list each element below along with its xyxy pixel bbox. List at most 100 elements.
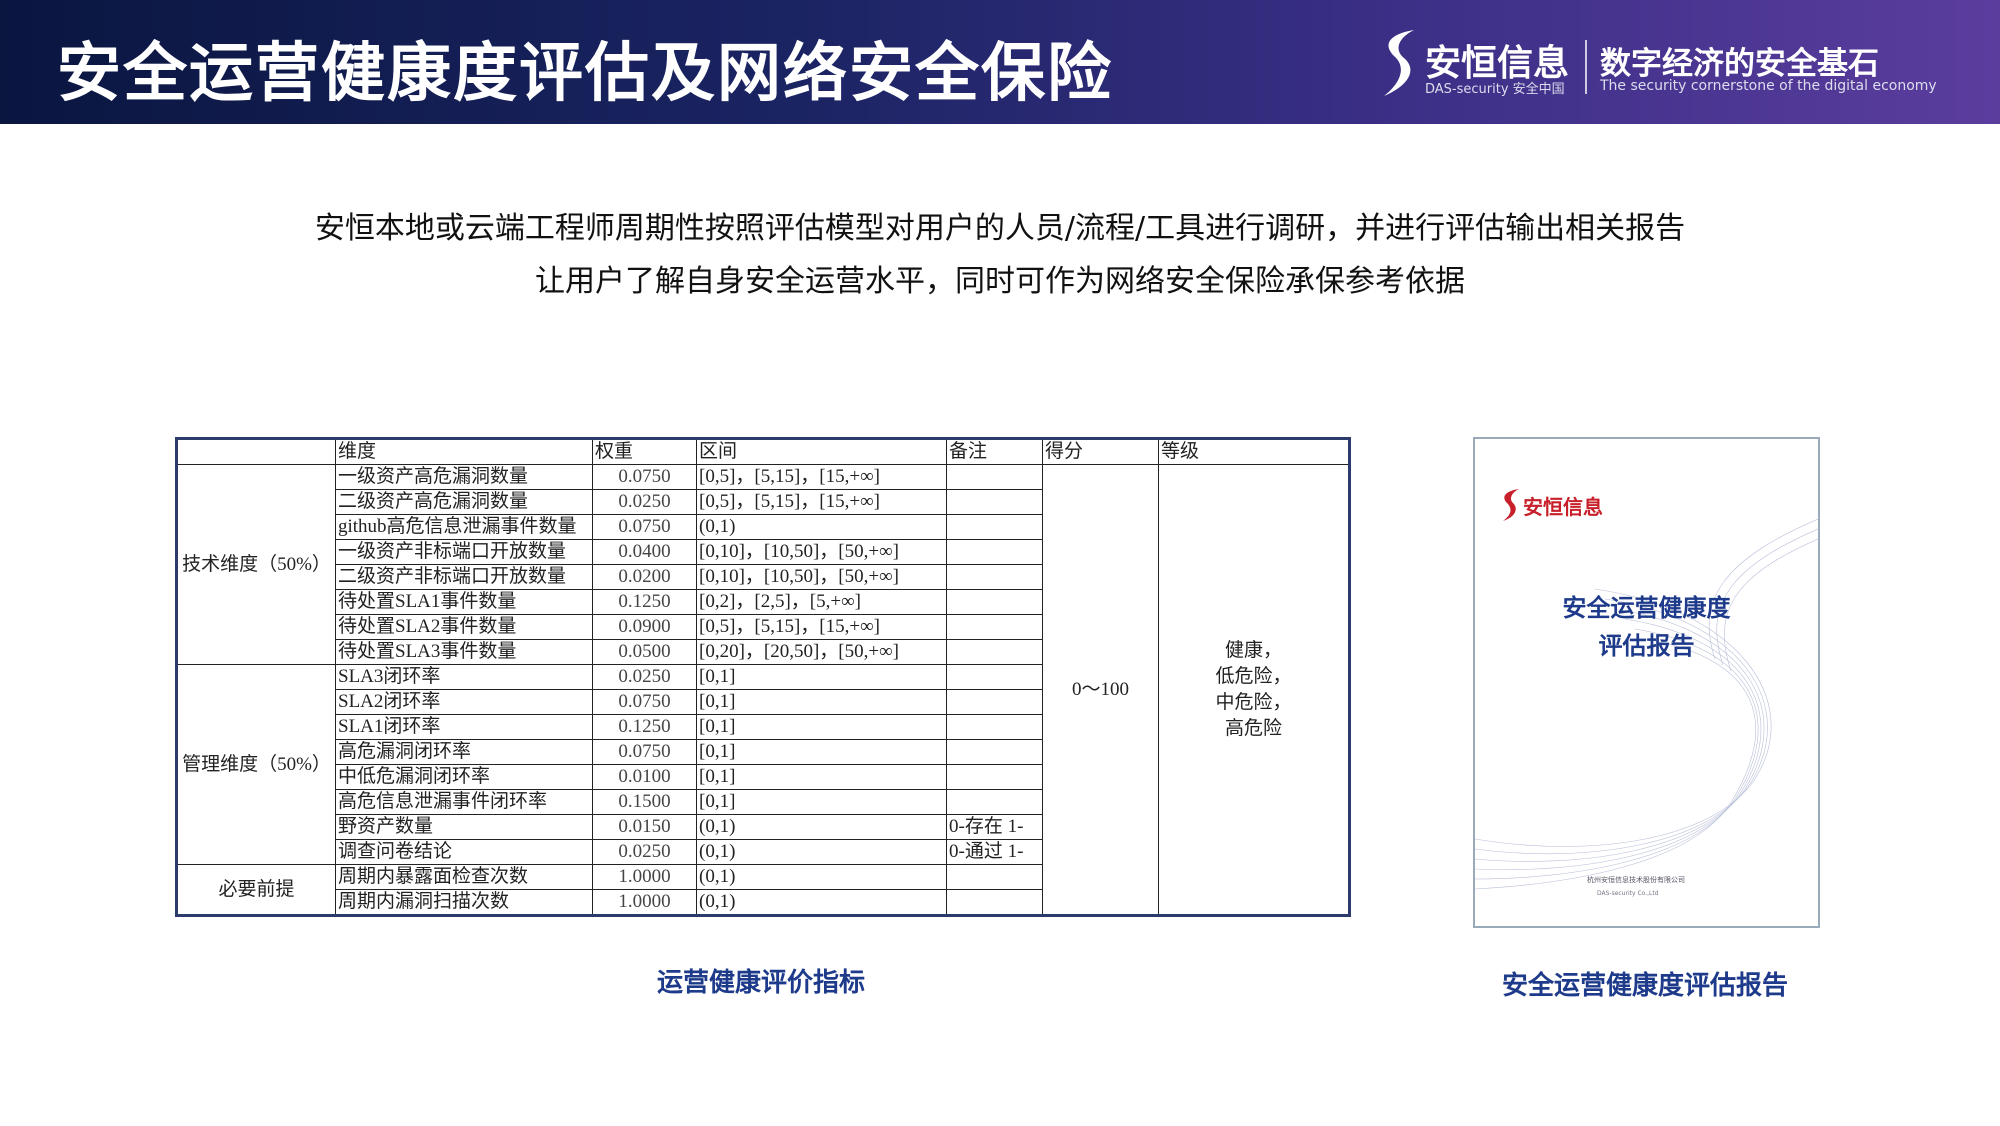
weight-cell: 0.1250 xyxy=(592,714,697,740)
range-cell: [0,1] xyxy=(696,789,947,815)
weight-cell: 0.0150 xyxy=(592,814,697,840)
header: 安全运营健康度评估及网络安全保险 安恒信息 DAS-security 安全中国 … xyxy=(0,0,2000,124)
range-cell: [0,10]，[10,50]，[50,+∞] xyxy=(696,564,947,590)
cover-company: 杭州安恒信息技术股份有限公司 xyxy=(1587,876,1685,884)
group-cell: 管理维度（50%） xyxy=(176,664,336,865)
header-cell xyxy=(176,438,336,465)
divider xyxy=(1585,40,1587,94)
range-cell: (0,1) xyxy=(696,839,947,865)
metric-cell: 周期内漏洞扫描次数 xyxy=(335,889,593,916)
header-cell: 等级 xyxy=(1158,438,1350,465)
note-cell xyxy=(946,889,1043,916)
slogan: 数字经济的安全基石 xyxy=(1600,46,1879,82)
cover-title-line: 安全运营健康度 xyxy=(1562,594,1731,622)
grade-line: 高危险 xyxy=(1224,717,1282,739)
header-cell: 区间 xyxy=(696,438,947,465)
weight-cell: 0.1500 xyxy=(592,789,697,815)
metric-cell: SLA1闭环率 xyxy=(335,714,593,740)
header-cell: 得分 xyxy=(1042,438,1159,465)
note-cell xyxy=(946,714,1043,740)
metric-cell: 二级资产高危漏洞数量 xyxy=(335,489,593,515)
range-cell: (0,1) xyxy=(696,889,947,916)
range-cell: [0,20]，[20,50]，[50,+∞] xyxy=(696,639,947,665)
header-cell: 权重 xyxy=(592,438,697,465)
page-title: 安全运营健康度评估及网络安全保险 xyxy=(57,37,1113,111)
header-cell: 维度 xyxy=(335,438,593,465)
weight-cell: 0.0200 xyxy=(592,564,697,590)
cover-title-line: 评估报告 xyxy=(1598,632,1695,660)
brand: 安恒信息 xyxy=(1425,43,1570,84)
range-cell: [0,1] xyxy=(696,714,947,740)
slogan-en: The security cornerstone of the digital … xyxy=(1600,78,1937,94)
header-cell: 备注 xyxy=(946,438,1043,465)
table-row: 待处置SLA1事件数量 0.1250 [0,2]，[2,5]，[5,+∞] xyxy=(177,589,1350,615)
range-cell: [0,5]，[5,15]，[15,+∞] xyxy=(696,614,947,640)
metric-cell: 一级资产高危漏洞数量 xyxy=(335,464,593,490)
range-cell: (0,1) xyxy=(696,864,947,890)
note-cell xyxy=(946,739,1043,765)
metric-cell: 中低危漏洞闭环率 xyxy=(335,764,593,790)
cover-brand: 安恒信息 xyxy=(1523,495,1603,519)
range-cell: [0,2]，[2,5]，[5,+∞] xyxy=(696,589,947,615)
range-cell: (0,1) xyxy=(696,514,947,540)
weight-cell: 0.0100 xyxy=(592,764,697,790)
range-cell: [0,10]，[10,50]，[50,+∞] xyxy=(696,539,947,565)
note-cell xyxy=(946,689,1043,715)
range-cell: [0,1] xyxy=(696,664,947,690)
note-cell xyxy=(946,789,1043,815)
header-row: 维度 权重 区间 备注 得分 等级 xyxy=(176,438,1350,465)
metric-cell: github高危信息泄漏事件数量 xyxy=(335,514,593,540)
range-cell: [0,5]，[5,15]，[15,+∞] xyxy=(696,489,947,515)
note-cell xyxy=(946,764,1043,790)
table-row: 技术维度（50%） 一级资产高危漏洞数量 0.0750 [0,5]，[5,15]，[1… xyxy=(176,464,1350,916)
grade-line: 健康， xyxy=(1224,639,1282,661)
table-row: github高危信息泄漏事件数量 0.0750 (0,1) xyxy=(177,514,1350,540)
weight-cell: 0.0900 xyxy=(592,614,697,640)
table-row: 调查问卷结论 0.0250 (0,1) 0-通过 1- xyxy=(177,839,1350,865)
metric-cell: SLA3闭环率 xyxy=(335,664,593,690)
note-cell xyxy=(946,514,1043,540)
grade-line: 低危险， xyxy=(1215,665,1292,687)
table-row: 中低危漏洞闭环率 0.0100 [0,1] xyxy=(177,764,1350,790)
metric-cell: SLA2闭环率 xyxy=(335,689,593,715)
table-caption: 运营健康评价指标 xyxy=(656,968,865,998)
report-caption: 安全运营健康度评估报告 xyxy=(1501,971,1788,1001)
range-cell: [0,1] xyxy=(696,739,947,765)
weight-cell: 0.0250 xyxy=(592,489,697,515)
note-cell xyxy=(946,639,1043,665)
weight-cell: 0.0750 xyxy=(592,514,697,540)
note-cell xyxy=(946,864,1043,890)
group-cell: 技术维度（50%） xyxy=(176,464,336,665)
weight-cell: 0.0400 xyxy=(592,539,697,565)
range-cell: (0,1) xyxy=(696,814,947,840)
group-cell: 必要前提 xyxy=(176,864,336,916)
table-row: 高危信息泄漏事件闭环率 0.1500 [0,1] xyxy=(177,789,1350,815)
note-cell: 0-通过 1- xyxy=(946,839,1043,865)
cover-art xyxy=(1475,489,1818,890)
grade-line: 中危险， xyxy=(1215,691,1292,713)
metric-cell: 周期内暴露面检查次数 xyxy=(335,864,593,890)
table-row: SLA1闭环率 0.1250 [0,1] xyxy=(177,714,1350,740)
metric-cell: 高危信息泄漏事件闭环率 xyxy=(335,789,593,815)
table-row: 二级资产非标端口开放数量 0.0200 [0,10]，[10,50]，[50,+∞] xyxy=(177,564,1350,590)
metric-cell: 待处置SLA1事件数量 xyxy=(335,589,593,615)
note-cell xyxy=(946,664,1043,690)
table-row: SLA2闭环率 0.0750 [0,1] xyxy=(177,689,1350,715)
score-cell: 0～100 xyxy=(1042,464,1159,916)
table-row: 一级资产非标端口开放数量 0.0400 [0,10]，[10,50]，[50,+∞] xyxy=(177,539,1350,565)
intro-line: 安恒本地或云端工程师周期性按照评估模型对用户的人员/流程/工具进行调研，并进行评… xyxy=(314,211,1686,246)
weight-cell: 0.0750 xyxy=(592,739,697,765)
brand-sub: DAS-security 安全中国 xyxy=(1425,82,1565,97)
cover-title: 安全运营健康度 评估报告 xyxy=(1475,589,1818,665)
note-cell xyxy=(946,564,1043,590)
note-cell xyxy=(946,464,1043,490)
table-row: 管理维度（50%） SLA3闭环率 0.0250 [0,1] xyxy=(176,664,1350,865)
cover-company-en: DAS-security Co.,Ltd xyxy=(1597,890,1659,897)
range-cell: [0,1] xyxy=(696,764,947,790)
metric-cell: 高危漏洞闭环率 xyxy=(335,739,593,765)
table-row: 二级资产高危漏洞数量 0.0250 [0,5]，[5,15]，[15,+∞] xyxy=(177,489,1350,515)
range-cell: [0,5]，[5,15]，[15,+∞] xyxy=(696,464,947,490)
metric-cell: 野资产数量 xyxy=(335,814,593,840)
metric-cell: 一级资产非标端口开放数量 xyxy=(335,539,593,565)
